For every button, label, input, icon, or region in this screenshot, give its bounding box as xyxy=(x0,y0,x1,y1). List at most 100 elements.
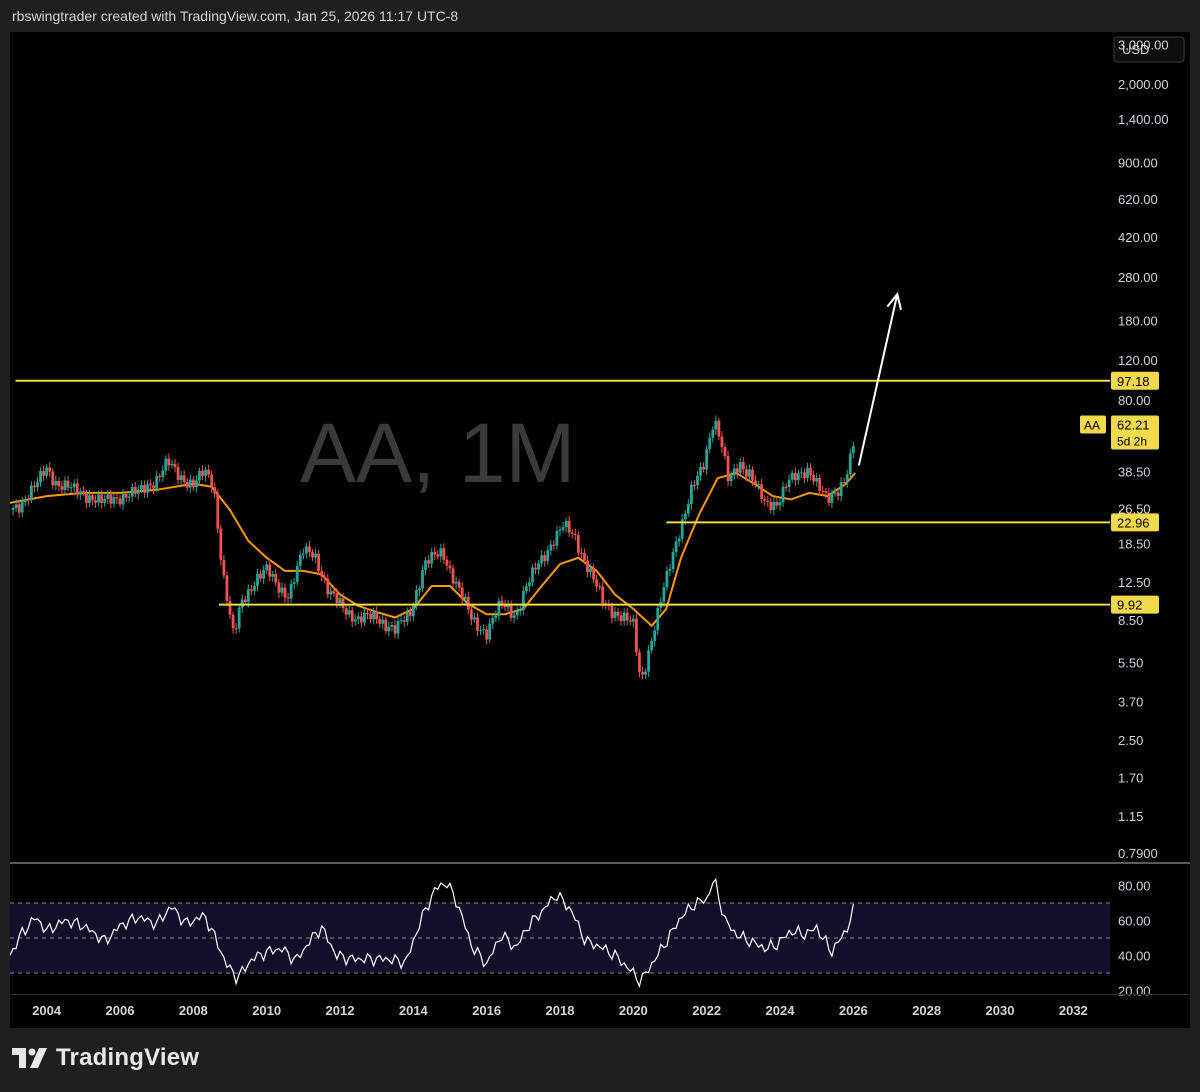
candle xyxy=(699,462,702,482)
candle xyxy=(524,582,528,595)
candle xyxy=(152,481,156,495)
candle-body xyxy=(207,469,211,475)
candle-body xyxy=(188,479,192,488)
candle-body xyxy=(45,467,49,476)
candle xyxy=(528,577,531,592)
candle-body xyxy=(359,616,363,623)
candle xyxy=(589,563,592,578)
candle-body xyxy=(234,628,238,630)
last-price-countdown: 5d 2h xyxy=(1117,435,1147,449)
candle xyxy=(518,605,522,616)
candle-body xyxy=(442,548,446,560)
currency-button-frame xyxy=(1113,36,1185,63)
candle-body xyxy=(274,573,278,583)
price-tick-0: 3,000.00 xyxy=(1118,37,1169,52)
candle xyxy=(323,572,327,584)
candle xyxy=(491,614,495,630)
price-tick-5: 420.00 xyxy=(1118,230,1158,245)
candle xyxy=(595,574,599,592)
horizontal-levels-layer[interactable] xyxy=(15,379,1111,606)
tradingview-logo[interactable]: TradingView xyxy=(12,1044,199,1072)
candle-body xyxy=(106,494,110,499)
projection-arrow-shaft xyxy=(857,293,899,466)
candle-body xyxy=(824,491,828,493)
price-tick-2: 1,400.00 xyxy=(1118,112,1169,127)
candle-body xyxy=(842,482,846,484)
candle-body xyxy=(259,573,262,579)
chart-canvas[interactable]: AA, 1M USD 3,000.00 2,000.00 1,400.00 900.0… xyxy=(10,32,1190,1028)
candle xyxy=(329,586,333,600)
candle-body xyxy=(509,604,513,618)
candle-body xyxy=(827,492,831,503)
price-tick-16: 3.70 xyxy=(1118,694,1143,709)
candle xyxy=(842,477,846,486)
candle-body xyxy=(329,591,333,595)
candle xyxy=(219,524,223,566)
currency-button[interactable]: USD xyxy=(1113,36,1185,63)
candle-body xyxy=(650,641,654,651)
candle-body xyxy=(778,502,782,506)
candle xyxy=(265,560,269,575)
candle xyxy=(641,666,644,680)
candle xyxy=(561,521,565,533)
candle xyxy=(705,445,709,475)
candle-body xyxy=(213,487,217,494)
candle xyxy=(375,606,379,625)
candle xyxy=(94,495,97,508)
candle-body xyxy=(17,504,21,513)
candle-body xyxy=(201,470,204,476)
candle xyxy=(372,607,376,625)
candle xyxy=(634,613,638,656)
candle xyxy=(124,490,128,503)
candle-body xyxy=(751,469,754,481)
last-price-value: 62.21 xyxy=(1117,418,1150,433)
candle-body xyxy=(699,466,702,476)
candle-body xyxy=(772,501,776,510)
candle-body xyxy=(790,472,794,480)
time-tick-2008: 2008 xyxy=(179,1003,208,1018)
candle xyxy=(445,555,449,571)
candle xyxy=(179,470,183,485)
candle xyxy=(549,540,553,556)
candle xyxy=(182,470,186,488)
candle-body xyxy=(469,609,473,620)
candle-body xyxy=(787,479,791,488)
candle-body xyxy=(350,610,354,622)
candle xyxy=(451,564,455,588)
rsi-pane[interactable]: 80.00 60.00 40.00 20.00 xyxy=(10,877,1151,999)
candle xyxy=(390,621,394,632)
projection-arrow-layer[interactable] xyxy=(857,291,902,466)
candle xyxy=(720,431,724,453)
candle xyxy=(286,592,290,604)
candle-body xyxy=(809,467,812,475)
candle-body xyxy=(268,564,272,577)
candle xyxy=(304,543,308,559)
candle xyxy=(515,606,519,620)
candle xyxy=(833,487,837,497)
candle xyxy=(48,462,52,478)
candle xyxy=(222,554,226,579)
candle-body xyxy=(567,520,571,533)
candle xyxy=(317,549,321,575)
candle xyxy=(812,470,816,486)
chart-svg[interactable]: AA, 1M USD 3,000.00 2,000.00 1,400.00 900.0… xyxy=(10,32,1190,1028)
price-pane[interactable]: AA, 1M xyxy=(10,32,1110,862)
candle xyxy=(717,417,721,441)
candle-body xyxy=(57,480,61,487)
candle xyxy=(754,475,757,488)
price-tick-labels: 3,000.00 2,000.00 1,400.00 900.00 620.00 420.… xyxy=(1118,37,1169,861)
pane-separator[interactable] xyxy=(10,862,1190,864)
time-axis[interactable]: 2004 2006 2008 2010 2012 2014 2016 2018 2020 2022… xyxy=(10,994,1190,1018)
candle-body xyxy=(320,570,324,577)
candle xyxy=(69,482,73,493)
candle-body xyxy=(799,472,803,474)
candle xyxy=(760,478,764,504)
candle-body xyxy=(353,619,357,622)
price-tick-15: 5.50 xyxy=(1118,656,1143,671)
candle xyxy=(744,465,748,482)
candle-body xyxy=(579,552,583,554)
level-tag-label-2: 9.92 xyxy=(1117,598,1142,613)
candle xyxy=(29,481,33,504)
candle-body xyxy=(289,584,293,599)
candle xyxy=(100,489,104,509)
